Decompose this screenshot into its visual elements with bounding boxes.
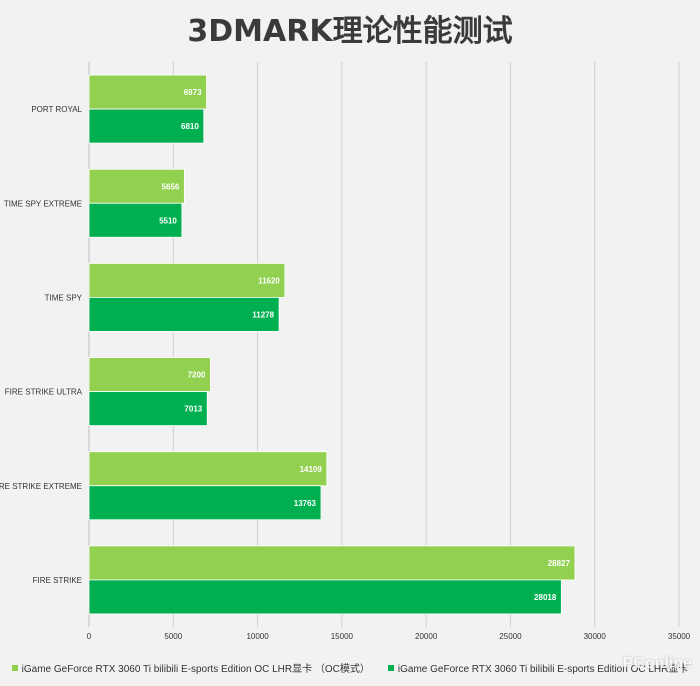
category-label: TIME SPY bbox=[45, 293, 83, 302]
bar-value-label: 28827 bbox=[548, 559, 571, 568]
x-tick-label: 30000 bbox=[584, 632, 607, 641]
chart-title: 3DMARK理论性能测试 bbox=[187, 14, 513, 49]
x-tick-label: 25000 bbox=[499, 632, 522, 641]
bar-chart: 0 5000 10000 15000 20000 25000 30000 35000 PORT … bbox=[0, 62, 691, 641]
bar-value-label: 6973 bbox=[184, 88, 202, 97]
legend: iGame GeForce RTX 3060 Ti bilibili E-spo… bbox=[0, 660, 700, 675]
bar-value-label: 7200 bbox=[188, 371, 206, 380]
x-tick-label: 35000 bbox=[668, 632, 691, 641]
legend-label-default: iGame GeForce RTX 3060 Ti bilibili E-spo… bbox=[397, 664, 689, 675]
bar bbox=[88, 202, 183, 238]
legend-label-oc: iGame GeForce RTX 3060 Ti bilibili E-spo… bbox=[21, 664, 370, 675]
legend-swatch-oc bbox=[11, 664, 18, 671]
bar bbox=[88, 263, 286, 298]
x-tick-label: 5000 bbox=[164, 632, 182, 641]
bar-value-label: 5510 bbox=[159, 216, 177, 225]
x-tick-label: 15000 bbox=[331, 632, 354, 641]
bar-value-label: 6810 bbox=[181, 122, 199, 131]
bar-value-label: 7013 bbox=[184, 405, 202, 414]
category-label: FIRE STRIKE ULTRA bbox=[5, 388, 83, 397]
legend-swatch-default bbox=[387, 664, 394, 671]
x-tick-label: 0 bbox=[87, 632, 92, 641]
category-label: PORT ROYAL bbox=[31, 105, 82, 114]
bar bbox=[88, 391, 208, 426]
bar bbox=[88, 108, 205, 144]
legend-item-default: iGame GeForce RTX 3060 Ti bilibili E-spo… bbox=[387, 660, 689, 675]
watermark-logo: PConline bbox=[622, 655, 692, 672]
bar-value-label: 11278 bbox=[252, 310, 274, 319]
category-label: TIME SPY EXTREME bbox=[4, 199, 82, 208]
bar bbox=[88, 357, 211, 392]
bar-value-label: 13763 bbox=[294, 499, 317, 508]
bar bbox=[88, 74, 207, 110]
x-tick-label: 10000 bbox=[246, 632, 269, 641]
bar bbox=[88, 579, 562, 615]
bar bbox=[88, 485, 322, 521]
legend-item-oc: iGame GeForce RTX 3060 Ti bilibili E-spo… bbox=[11, 660, 370, 675]
bar bbox=[88, 297, 280, 332]
bar-value-label: 5656 bbox=[162, 182, 180, 191]
category-label: FIRE STRIKE bbox=[33, 576, 82, 585]
x-tick-label: 20000 bbox=[415, 632, 438, 641]
bar bbox=[88, 168, 185, 204]
bar bbox=[88, 545, 576, 581]
category-label: FIRE STRIKE EXTREME bbox=[0, 482, 82, 491]
plot-area bbox=[89, 62, 679, 627]
bar-value-label: 28018 bbox=[534, 593, 557, 602]
bar-value-label: 14109 bbox=[300, 465, 323, 474]
bar bbox=[88, 451, 328, 487]
bar-value-label: 11620 bbox=[258, 276, 280, 285]
